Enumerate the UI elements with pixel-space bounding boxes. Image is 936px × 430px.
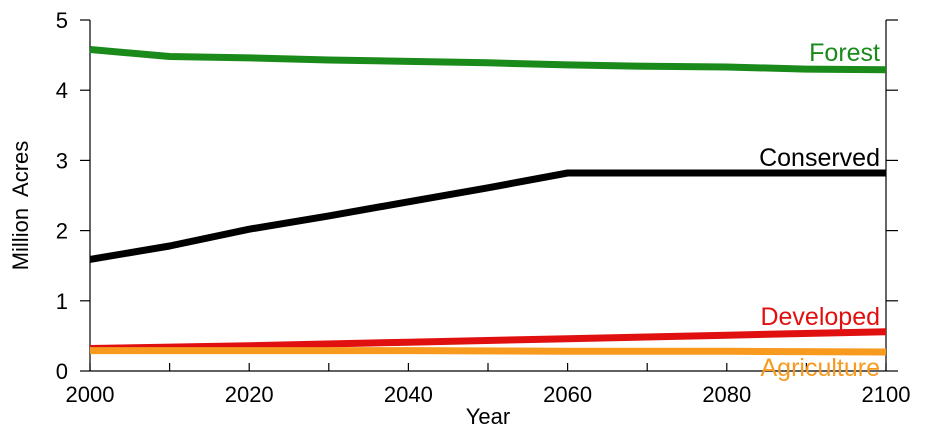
series-line-forest [89, 46, 887, 74]
y-tick-label: 1 [56, 289, 68, 314]
y-tick-label: 0 [56, 359, 68, 384]
series-lines [89, 46, 887, 356]
series-line-developed [89, 328, 887, 352]
series-label-developed: Developed [760, 303, 880, 331]
y-axis-title: Million Acres [8, 141, 33, 271]
x-tick-label: 2000 [66, 382, 115, 407]
y-tick-label: 4 [56, 78, 68, 103]
series-labels: Forest Conserved Developed Agriculture [759, 39, 880, 382]
x-tick-label: 2100 [862, 382, 911, 407]
series-label-conserved: Conserved [759, 144, 880, 172]
series-line-agriculture [90, 347, 887, 356]
y-tick-label: 3 [56, 148, 68, 173]
x-axis-title: Year [466, 404, 510, 429]
x-tick-label: 2020 [225, 382, 274, 407]
axes: 0 1 2 3 4 5 2000 2020 2040 2060 2080 2100 [56, 8, 911, 407]
series-line-conserved [89, 169, 886, 263]
x-tick-label: 2080 [702, 382, 751, 407]
y-tick-label: 2 [56, 219, 68, 244]
series-label-forest: Forest [809, 39, 880, 67]
x-tick-label: 2040 [384, 382, 433, 407]
y-tick-label: 5 [56, 8, 68, 33]
x-tick-label: 2060 [543, 382, 592, 407]
series-label-agriculture: Agriculture [761, 354, 881, 382]
